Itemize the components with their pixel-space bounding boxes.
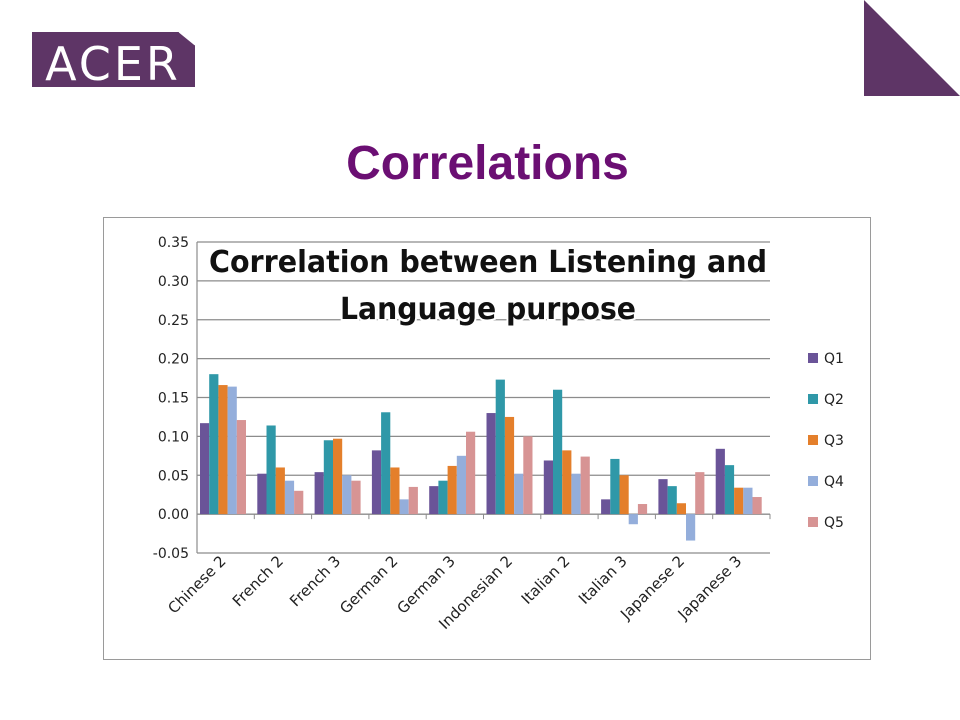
bar: [408, 486, 418, 515]
acer-logo: ACER: [32, 32, 195, 87]
bar: [390, 467, 400, 515]
corner-triangle: [864, 0, 960, 96]
bar: [227, 386, 237, 515]
x-tick-label: French 3: [286, 552, 344, 610]
legend-swatch: [808, 476, 818, 486]
bar: [724, 465, 735, 515]
bar: [580, 456, 590, 515]
bar: [294, 490, 304, 515]
bar: [667, 486, 677, 515]
bar: [466, 431, 476, 515]
x-tick-label: Italian 3: [575, 552, 631, 608]
bar: [371, 450, 382, 515]
bar: [381, 412, 391, 515]
bar: [275, 467, 285, 515]
y-tick-label: 0.20: [158, 352, 189, 368]
bar: [429, 486, 439, 515]
legend-swatch: [808, 517, 818, 527]
y-tick-label: 0.05: [158, 468, 189, 484]
bar: [695, 472, 705, 515]
bar: [438, 480, 448, 515]
bar: [200, 423, 210, 515]
bar: [351, 480, 361, 515]
bar: [399, 499, 409, 515]
bar: [218, 385, 228, 515]
bar: [686, 514, 696, 541]
bar: [333, 438, 343, 515]
bar: [257, 473, 267, 515]
bar: [543, 460, 553, 515]
legend-label: Q2: [824, 392, 844, 408]
y-tick-label: -0.05: [153, 546, 189, 562]
bar: [610, 458, 620, 515]
y-tick-label: 0.35: [158, 235, 189, 251]
y-tick-label: 0.00: [158, 507, 189, 523]
x-tick-label: Italian 2: [518, 552, 574, 608]
bar: [601, 499, 611, 515]
legend-swatch: [808, 435, 818, 445]
y-tick-label: 0.15: [158, 391, 189, 407]
bar: [495, 379, 505, 515]
bar: [236, 420, 246, 515]
y-tick-label: 0.10: [158, 429, 189, 445]
chart-title-line-1: Correlation between Listening and: [209, 245, 767, 280]
bar: [752, 497, 762, 515]
chart-frame: 0.35 0.30 0.25 0.20 0.15 0.10 0.05 0.00 -0.05 Chi…: [103, 217, 871, 660]
bar: [486, 413, 496, 515]
bar: [314, 472, 324, 515]
y-tick-label: 0.25: [158, 313, 189, 329]
legend-swatch: [808, 394, 818, 404]
slide-title: Correlations: [346, 137, 629, 190]
bar: [456, 455, 466, 515]
legend-label: Q5: [824, 515, 844, 531]
y-tick-label: 0.30: [158, 274, 189, 290]
x-tick-label: French 2: [229, 552, 287, 610]
bar: [284, 480, 295, 515]
bar: [523, 436, 533, 515]
bar: [447, 465, 457, 515]
bar: [743, 487, 753, 515]
bar: [266, 425, 276, 515]
bar: [628, 514, 638, 525]
bar: [734, 487, 744, 515]
bar: [658, 479, 668, 515]
legend-label: Q3: [824, 433, 844, 449]
bar: [514, 473, 524, 515]
legend-label: Q1: [824, 351, 844, 367]
acer-logo-text: ACER: [45, 37, 181, 87]
bar: [715, 448, 725, 515]
bar: [209, 374, 219, 515]
x-tick-label: German 2: [336, 552, 401, 617]
bar: [637, 504, 648, 515]
bar: [619, 475, 629, 515]
bar: [676, 503, 686, 515]
bar: [323, 440, 333, 515]
bar: [562, 450, 572, 515]
correlation-bar-chart: 0.350.300.250.200.150.100.050.00-0.05Chi…: [153, 235, 844, 633]
chart-title-line-2: Language purpose: [340, 292, 636, 327]
bar: [553, 389, 563, 515]
legend-label: Q4: [824, 474, 844, 490]
bar: [504, 416, 515, 515]
bar: [342, 475, 352, 515]
legend-swatch: [808, 353, 818, 363]
bar: [571, 473, 581, 515]
